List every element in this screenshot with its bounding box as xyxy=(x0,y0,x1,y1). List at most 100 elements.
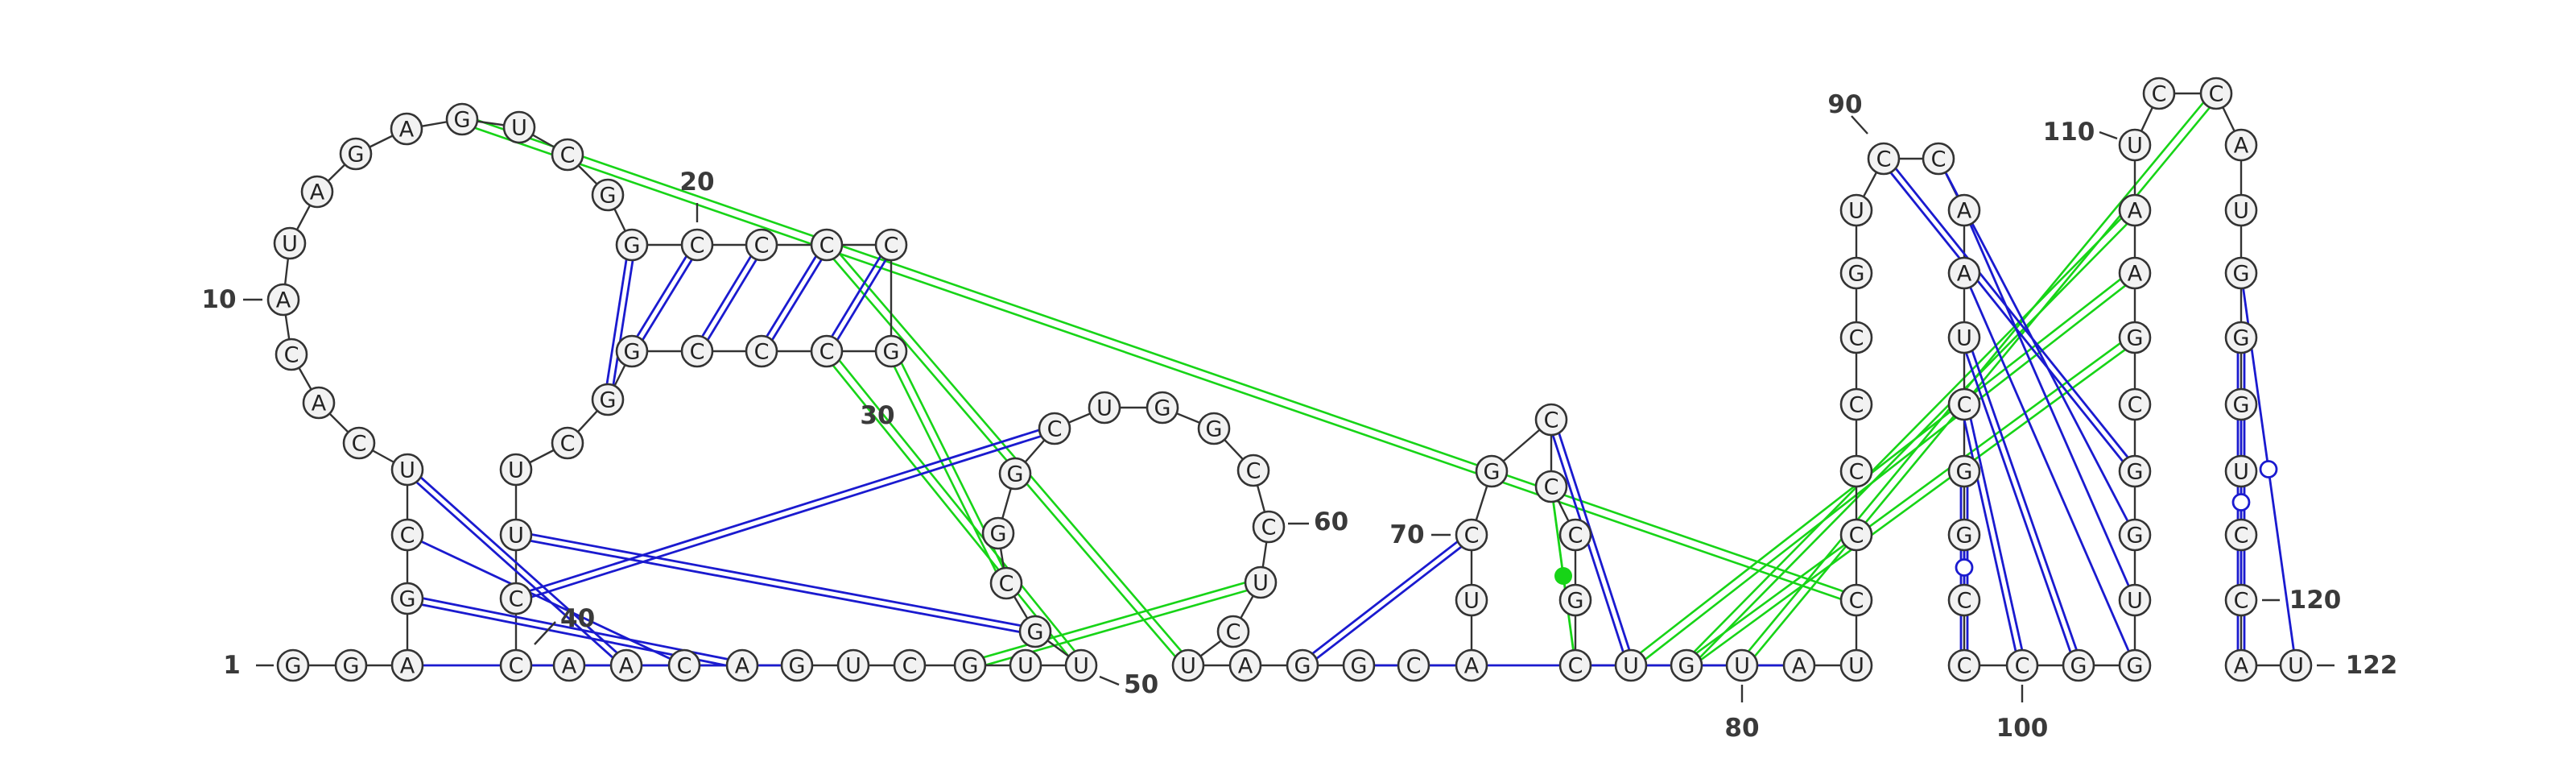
position-label-120: 120 xyxy=(2289,586,2342,615)
position-label-60: 60 xyxy=(1314,507,1348,536)
nucleotide-38: A xyxy=(725,648,759,682)
nucleotide-letter: A xyxy=(1792,654,1807,679)
nucleotide-letter: C xyxy=(2234,524,2249,549)
nucleotide-circle xyxy=(745,334,778,368)
nucleotide-circle xyxy=(1670,648,1703,682)
nucleotide-letter: C xyxy=(819,340,835,365)
nucleotide-112: C xyxy=(2224,518,2258,552)
nucleotide-circle xyxy=(2224,193,2258,227)
nucleotide-letter: A xyxy=(1238,654,1253,679)
nucleotide-21: C xyxy=(745,228,778,262)
nucleotide-82: U xyxy=(1839,193,1873,227)
nucleotide-109: G xyxy=(2224,321,2258,354)
nucleotide-78: C xyxy=(1839,454,1873,488)
nucleotide-circle xyxy=(1922,142,1955,176)
nucleotide-circle xyxy=(680,228,714,262)
nucleotide-31: U xyxy=(499,453,533,487)
nucleotide-73: U xyxy=(1725,648,1759,682)
nucleotide-circle xyxy=(1216,615,1250,648)
nucleotide-letter: U xyxy=(399,458,415,483)
nucleotide-66: C xyxy=(1534,403,1568,437)
wobble-marker xyxy=(2231,493,2251,512)
nucleotide-97: G xyxy=(2118,518,2152,552)
nucleotide-circle xyxy=(667,648,701,682)
nucleotide-letter: C xyxy=(2015,654,2030,679)
nucleotide-1: G xyxy=(276,648,310,682)
nucleotide-circle xyxy=(615,334,649,368)
nucleotide-34: C xyxy=(499,648,533,682)
nucleotide-circle xyxy=(1782,648,1816,682)
nucleotide-circle xyxy=(615,228,649,262)
nucleotide-circle xyxy=(266,283,300,317)
nucleotide-circle xyxy=(1839,387,1873,421)
nucleotide-circle xyxy=(275,338,308,371)
nucleotide-39: G xyxy=(780,648,814,682)
position-tick xyxy=(1099,675,1120,686)
nucleotide-circle xyxy=(551,138,584,172)
nucleotide-13: G xyxy=(339,137,373,171)
nucleotide-23: C xyxy=(874,228,908,262)
tertiary-link xyxy=(823,246,1187,669)
nucleotide-letter: G xyxy=(600,184,617,209)
base-pair-watson-crick xyxy=(836,259,887,341)
position-label-10: 10 xyxy=(201,285,236,314)
nucleotide-circle xyxy=(499,453,533,487)
nucleotide-circle xyxy=(1725,648,1759,682)
nucleotide-letter: U xyxy=(2127,589,2143,614)
nucleotide-circle xyxy=(390,518,424,552)
nucleotide-89: G xyxy=(1947,454,1981,488)
nucleotide-93: C xyxy=(2005,648,2039,682)
nucleotide-circle xyxy=(339,137,373,171)
nucleotide-letter: G xyxy=(789,654,806,679)
nucleotide-letter: C xyxy=(1849,460,1864,485)
nucleotide-circle xyxy=(1534,403,1568,437)
nucleotide-letter: C xyxy=(754,234,770,259)
nucleotide-94: G xyxy=(2062,648,2095,682)
nucleotide-circle xyxy=(1171,648,1205,682)
tertiary-link xyxy=(886,352,1004,586)
tertiary-link xyxy=(463,114,1859,598)
nucleotide-letter: U xyxy=(1073,654,1089,679)
nucleotide-letter: A xyxy=(735,654,750,679)
nucleotide-circle xyxy=(2005,648,2039,682)
nucleotide-5: C xyxy=(390,518,424,552)
tertiary-link xyxy=(1683,333,2133,664)
nucleotide-letter: U xyxy=(1253,571,1269,596)
nucleotide-letter: A xyxy=(1957,199,1972,224)
nucleotide-67: C xyxy=(1534,470,1568,503)
tertiary-link xyxy=(1682,206,2133,664)
nucleotide-72: G xyxy=(1670,648,1703,682)
nucleotide-letter: A xyxy=(400,654,415,679)
nucleotide-letter: G xyxy=(285,654,302,679)
nucleotide-letter: G xyxy=(1484,460,1501,485)
nucleotide-letter: G xyxy=(624,340,641,365)
nucleotide-circle xyxy=(1614,648,1648,682)
nucleotide-33: C xyxy=(499,582,533,615)
base-pair-watson-crick xyxy=(530,435,1042,599)
nucleotide-83: C xyxy=(1867,142,1901,176)
nucleotide-circle xyxy=(981,516,1015,550)
base-pair-watson-crick xyxy=(1965,352,2072,652)
nucleotide-letter: G xyxy=(2233,393,2250,418)
nucleotide-circle xyxy=(445,102,479,136)
nucleotide-circle xyxy=(390,648,424,682)
base-pair-watson-crick xyxy=(642,259,693,341)
nucleotide-letter: C xyxy=(677,654,692,679)
nucleotide-52: G xyxy=(1197,412,1231,445)
nucleotide-circle xyxy=(874,334,908,368)
nucleotide-circle xyxy=(1342,648,1376,682)
position-label-70: 70 xyxy=(1389,520,1424,549)
nucleotide-45: G xyxy=(1018,615,1052,648)
nucleotide-circle xyxy=(2118,321,2152,354)
nucleotide-53: C xyxy=(1236,454,1270,487)
nucleotide-113: C xyxy=(2224,583,2258,617)
nucleotide-circle xyxy=(1064,648,1098,682)
nucleotide-circle xyxy=(836,648,870,682)
nucleotide-28: G xyxy=(615,334,649,368)
nucleotide-81: G xyxy=(1839,256,1873,290)
nucleotide-43: U xyxy=(1009,648,1042,682)
nucleotide-6: U xyxy=(390,453,424,487)
nucleotide-4: G xyxy=(390,582,424,615)
